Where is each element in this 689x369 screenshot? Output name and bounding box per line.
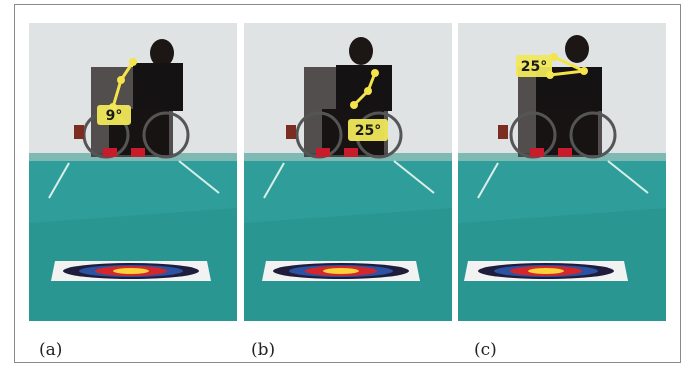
wheelchair-athlete-icon <box>74 39 190 159</box>
caption-b: (b) <box>251 340 276 360</box>
angle-label-box <box>348 119 388 141</box>
photo-c: 25° <box>458 23 666 321</box>
photo-panel-b: 25° <box>244 23 452 321</box>
angle-label: 25° <box>521 59 547 75</box>
photo-panel-c: 25° <box>458 23 666 321</box>
angle-label: 25° <box>355 123 381 139</box>
archery-target-icon <box>464 261 628 281</box>
caption-a: (a) <box>39 340 63 360</box>
angle-label: 9° <box>106 108 123 124</box>
archery-target-icon <box>262 261 420 281</box>
photo-a: 9° <box>29 23 237 321</box>
photo-panel-a: 9° <box>29 23 237 321</box>
angle-label-box <box>516 55 552 77</box>
caption-c: (c) <box>474 340 497 360</box>
figure-frame: 9° <box>14 4 681 363</box>
angle-label-box <box>97 105 131 125</box>
angle-marker-icon <box>350 69 379 109</box>
wheelchair-athlete-icon <box>498 35 617 159</box>
archery-target-icon <box>51 261 211 281</box>
photo-b: 25° <box>244 23 452 321</box>
